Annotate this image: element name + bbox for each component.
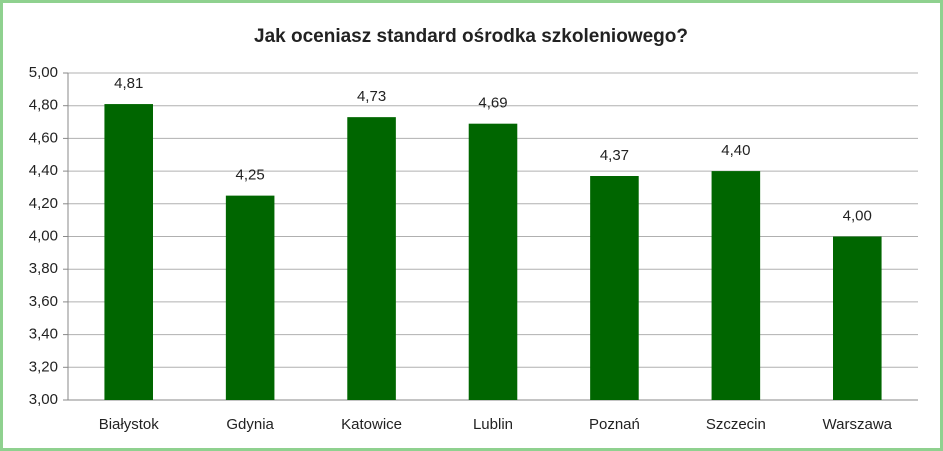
value-label: 4,81 <box>114 75 143 92</box>
value-label: 4,00 <box>843 207 872 224</box>
bar <box>225 195 275 400</box>
x-tick-label: Warszawa <box>823 416 893 433</box>
value-label: 4,37 <box>600 147 629 164</box>
value-label: 4,73 <box>357 88 386 105</box>
y-tick-label: 3,00 <box>29 391 58 408</box>
bar <box>590 176 639 400</box>
y-tick-label: 3,40 <box>29 326 58 343</box>
y-tick-label: 4,60 <box>29 129 58 146</box>
y-tick-label: 4,00 <box>29 227 58 244</box>
x-tick-label: Katowice <box>341 416 402 433</box>
y-tick-label: 4,40 <box>29 162 58 179</box>
value-label: 4,40 <box>721 142 750 159</box>
x-tick-label: Lublin <box>473 416 513 433</box>
x-tick-label: Poznań <box>589 416 640 433</box>
x-tick-label: Gdynia <box>226 416 274 433</box>
value-label: 4,69 <box>478 95 507 112</box>
value-label: 4,25 <box>236 167 265 184</box>
y-tick-label: 3,60 <box>29 293 58 310</box>
bar <box>468 123 518 400</box>
y-tick-label: 5,00 <box>29 64 58 81</box>
y-tick-label: 4,20 <box>29 195 58 212</box>
chart-title: Jak oceniasz standard ośrodka szkoleniow… <box>254 26 688 47</box>
bar <box>347 117 396 401</box>
y-tick-label: 3,20 <box>29 358 58 375</box>
bar <box>711 171 761 400</box>
x-tick-label: Białystok <box>99 416 160 433</box>
bar <box>104 104 153 400</box>
y-tick-label: 3,80 <box>29 260 58 277</box>
x-tick-label: Szczecin <box>706 416 766 433</box>
y-tick-label: 4,80 <box>29 97 58 114</box>
bar <box>833 236 882 400</box>
